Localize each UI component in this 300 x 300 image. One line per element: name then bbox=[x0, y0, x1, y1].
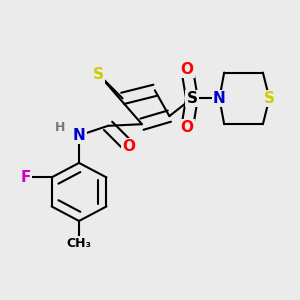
Text: O: O bbox=[181, 62, 194, 77]
Text: S: S bbox=[93, 67, 104, 82]
Text: N: N bbox=[213, 91, 226, 106]
Text: O: O bbox=[181, 120, 194, 135]
Text: O: O bbox=[122, 139, 136, 154]
Text: H: H bbox=[55, 121, 65, 134]
Text: S: S bbox=[186, 91, 197, 106]
Text: CH₃: CH₃ bbox=[67, 237, 92, 250]
Text: S: S bbox=[264, 91, 275, 106]
Text: F: F bbox=[21, 170, 31, 185]
Text: N: N bbox=[73, 128, 85, 143]
